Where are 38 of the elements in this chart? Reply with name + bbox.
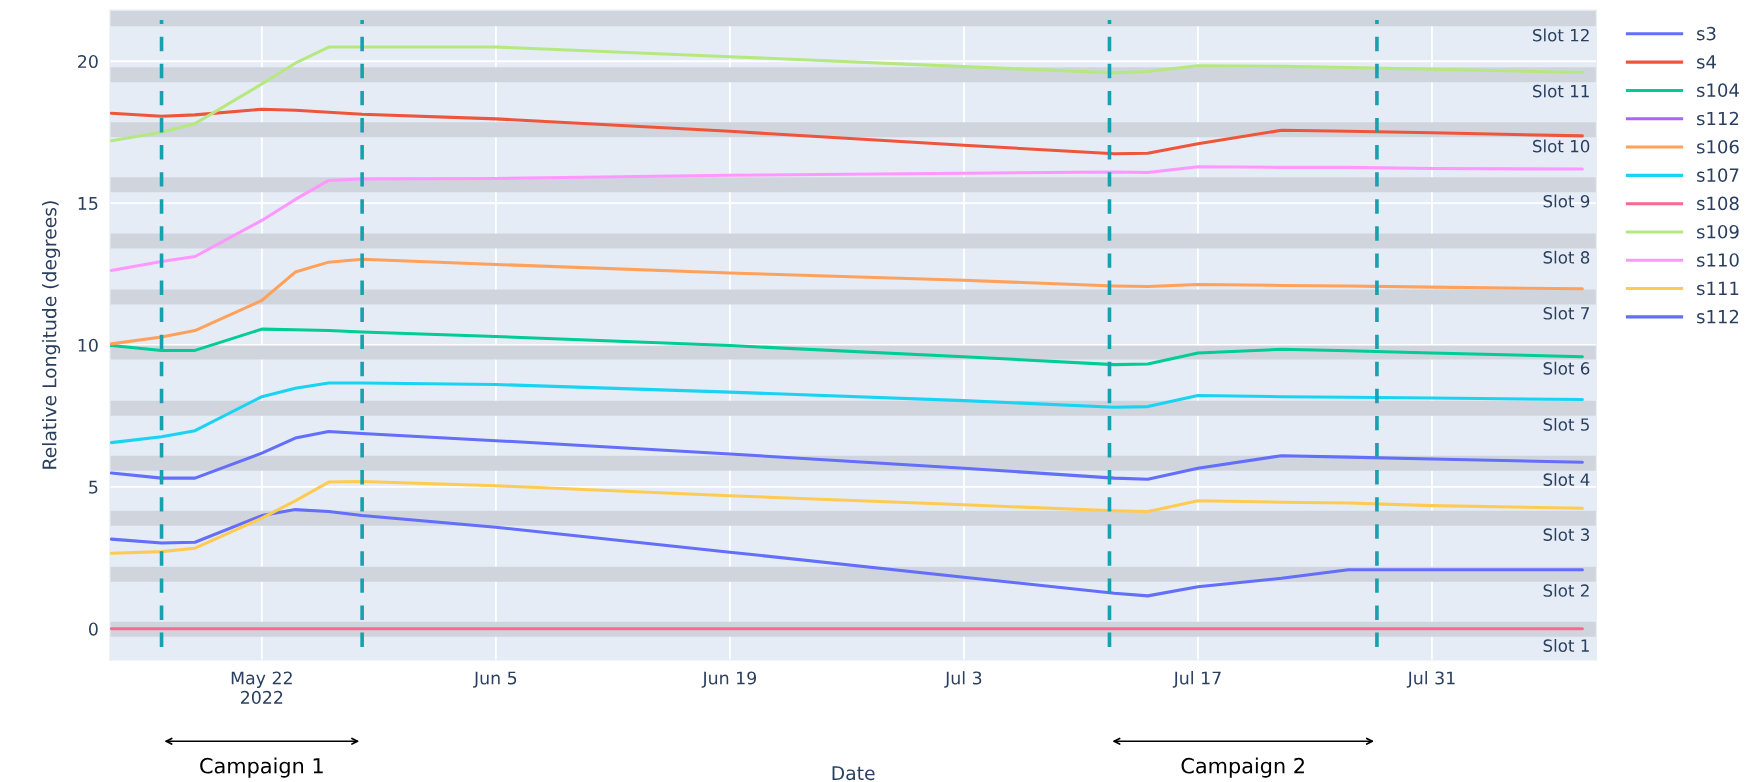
legend-label: s108: [1697, 196, 1739, 211]
x-tick-label: Jul 31: [1406, 671, 1455, 688]
legend-label: s112: [1697, 111, 1739, 126]
y-axis-title: Relative Longitude (degrees): [41, 201, 61, 469]
legend-label: s112: [1697, 309, 1739, 324]
x-tick-label: Jul 17: [1172, 671, 1221, 688]
x-tick-label: Jun 5: [473, 671, 517, 688]
legend-label: s110: [1697, 253, 1739, 267]
legend-label: s4: [1697, 55, 1716, 69]
y-tick-label: 5: [89, 480, 98, 494]
band-label: Slot 3: [1543, 528, 1590, 541]
band-label: Slot 2: [1543, 583, 1589, 597]
y-tick-label: 20: [78, 54, 98, 69]
y-tick-label: 10: [78, 338, 98, 352]
text: Campaign 2: [1181, 757, 1304, 778]
x-tick-label: Jun 19: [701, 671, 757, 688]
legend-label: s111: [1697, 281, 1739, 296]
x-tick-label: Jul 3: [944, 671, 982, 688]
y-tick-label: 15: [78, 197, 98, 210]
y-tick-label: 0: [88, 622, 98, 636]
band-label: Slot 7: [1543, 306, 1589, 320]
band-label: Slot 10: [1533, 139, 1590, 153]
band-label: Slot 4: [1543, 473, 1590, 486]
band-label: Slot 5: [1543, 417, 1589, 431]
x-axis-title: Date: [832, 766, 875, 781]
band-label: Slot 9: [1543, 194, 1590, 208]
band-label: Slot 11: [1533, 84, 1589, 98]
band-label: Slot 12: [1533, 28, 1589, 42]
legend-label: s107: [1697, 168, 1739, 182]
x-tick-label: May 22 2022: [231, 671, 292, 704]
legend-label: s109: [1697, 224, 1739, 239]
legend-label: s3: [1697, 26, 1716, 41]
band-label: Slot 8: [1543, 250, 1590, 264]
legend-label: s106: [1697, 139, 1739, 154]
band-label: Slot 6: [1543, 361, 1590, 375]
band-label: Slot 1: [1543, 639, 1589, 652]
text: Campaign 1: [200, 757, 323, 778]
legend-label: s104: [1697, 83, 1739, 98]
